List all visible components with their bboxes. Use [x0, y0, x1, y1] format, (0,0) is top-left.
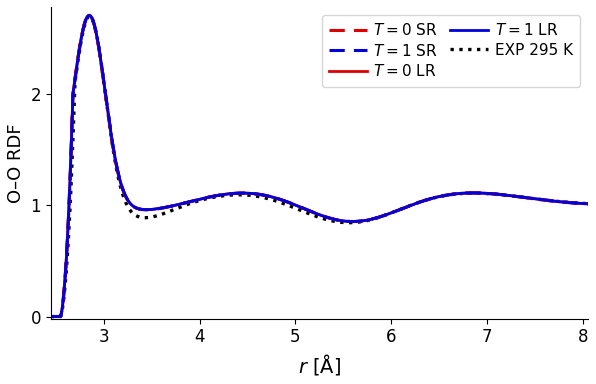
$T=1$ LR	[569, 200, 576, 205]
$T=0$ LR	[470, 190, 477, 195]
$T=0$ SR	[294, 204, 302, 209]
EXP 295 K	[309, 213, 316, 217]
$T=1$ SR	[86, 13, 93, 18]
$T=0$ SR	[569, 200, 576, 205]
$T=1$ LR	[47, 314, 54, 319]
Line: EXP 295 K: EXP 295 K	[51, 16, 588, 316]
$T=0$ LR	[85, 13, 92, 18]
$T=1$ SR	[470, 190, 477, 195]
$T=1$ LR	[470, 190, 477, 195]
$T=1$ LR	[569, 200, 576, 205]
EXP 295 K	[86, 14, 93, 18]
Y-axis label: O–O RDF: O–O RDF	[7, 123, 25, 203]
$T=1$ SR	[584, 202, 591, 206]
$T=0$ LR	[309, 210, 316, 214]
EXP 295 K	[74, 56, 82, 61]
$T=1$ LR	[584, 202, 591, 206]
EXP 295 K	[569, 200, 576, 205]
$T=0$ LR	[584, 202, 591, 206]
$T=0$ SR	[584, 202, 591, 206]
Line: $T=1$ LR: $T=1$ LR	[51, 15, 588, 316]
$T=1$ LR	[74, 55, 82, 59]
$T=0$ SR	[470, 190, 477, 195]
X-axis label: $r$ [Å]: $r$ [Å]	[298, 352, 341, 377]
EXP 295 K	[47, 314, 54, 319]
Line: $T=0$ SR: $T=0$ SR	[51, 15, 588, 316]
$T=0$ LR	[569, 200, 576, 205]
$T=1$ SR	[294, 204, 302, 209]
$T=0$ SR	[74, 53, 82, 58]
EXP 295 K	[294, 207, 302, 212]
$T=0$ LR	[47, 314, 54, 319]
$T=1$ SR	[569, 200, 576, 205]
$T=0$ SR	[309, 210, 316, 214]
$T=0$ LR	[74, 53, 82, 58]
$T=1$ SR	[309, 210, 316, 214]
$T=1$ SR	[74, 55, 82, 59]
EXP 295 K	[584, 201, 591, 206]
$T=1$ LR	[86, 13, 93, 18]
EXP 295 K	[569, 200, 576, 205]
$T=0$ LR	[294, 204, 302, 209]
$T=1$ LR	[294, 204, 302, 209]
Line: $T=1$ SR: $T=1$ SR	[51, 15, 588, 316]
$T=0$ LR	[569, 200, 576, 205]
$T=0$ SR	[47, 314, 54, 319]
$T=1$ SR	[47, 314, 54, 319]
EXP 295 K	[470, 191, 477, 195]
Legend: $T=0$ SR, $T=1$ SR, $T=0$ LR, $T=1$ LR, EXP 295 K: $T=0$ SR, $T=1$ SR, $T=0$ LR, $T=1$ LR, …	[322, 15, 581, 87]
$T=0$ SR	[569, 200, 576, 205]
$T=0$ SR	[85, 13, 92, 18]
$T=1$ SR	[569, 200, 576, 205]
$T=1$ LR	[309, 210, 316, 214]
Line: $T=0$ LR: $T=0$ LR	[51, 15, 588, 316]
